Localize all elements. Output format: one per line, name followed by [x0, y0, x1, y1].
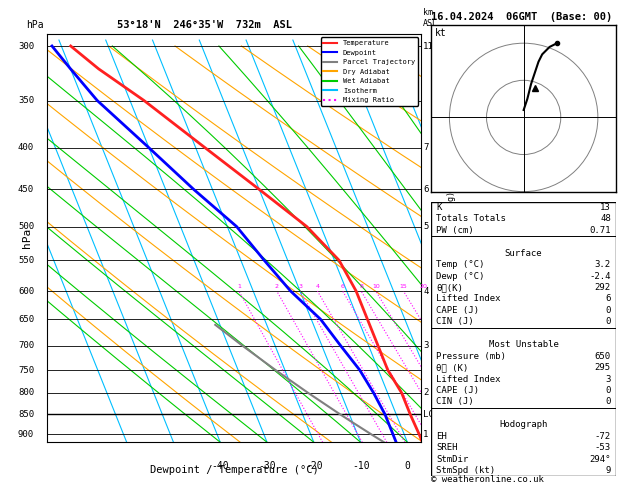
Text: 600: 600 [18, 287, 34, 295]
Text: 700: 700 [18, 341, 34, 350]
Text: hPa: hPa [26, 20, 44, 30]
Text: CIN (J): CIN (J) [437, 317, 474, 326]
Text: 0.71: 0.71 [589, 226, 611, 235]
Text: -30: -30 [259, 461, 276, 470]
Text: 15: 15 [399, 284, 408, 289]
Text: Lifted Index: Lifted Index [437, 375, 501, 383]
Text: Totals Totals: Totals Totals [437, 214, 506, 224]
Text: PW (cm): PW (cm) [437, 226, 474, 235]
Text: 30: 30 [542, 461, 554, 470]
Text: 10: 10 [372, 284, 380, 289]
Text: 10: 10 [448, 461, 460, 470]
Text: 1: 1 [237, 284, 241, 289]
Text: 400: 400 [18, 143, 34, 152]
Text: 650: 650 [595, 352, 611, 361]
Text: 6: 6 [423, 185, 429, 194]
Text: 0: 0 [606, 398, 611, 406]
Text: -2.4: -2.4 [589, 272, 611, 280]
Text: 3: 3 [423, 341, 429, 350]
Text: 750: 750 [18, 365, 34, 375]
Text: Pressure (mb): Pressure (mb) [437, 352, 506, 361]
Text: SREH: SREH [437, 443, 458, 452]
Text: 0: 0 [606, 386, 611, 395]
Text: K: K [437, 203, 442, 212]
Text: Temp (°C): Temp (°C) [437, 260, 485, 269]
Text: Mixing Ratio (g/kg): Mixing Ratio (g/kg) [447, 191, 456, 286]
Text: 850: 850 [18, 410, 34, 419]
Text: 48: 48 [600, 214, 611, 224]
Text: 450: 450 [18, 185, 34, 194]
Text: -72: -72 [595, 432, 611, 441]
Text: 3.2: 3.2 [595, 260, 611, 269]
Text: StmDir: StmDir [437, 454, 469, 464]
Text: 500: 500 [18, 222, 34, 231]
Text: 294°: 294° [589, 454, 611, 464]
Text: 53°18'N  246°35'W  732m  ASL: 53°18'N 246°35'W 732m ASL [117, 20, 292, 30]
Text: 900: 900 [18, 430, 34, 439]
Text: 550: 550 [18, 256, 34, 265]
Text: 3: 3 [606, 375, 611, 383]
Text: km
ASL: km ASL [423, 8, 438, 28]
Text: 4: 4 [316, 284, 320, 289]
Text: CAPE (J): CAPE (J) [437, 306, 479, 315]
Text: 13: 13 [600, 203, 611, 212]
Text: 3: 3 [298, 284, 303, 289]
Text: 800: 800 [18, 388, 34, 398]
Text: -20: -20 [305, 461, 323, 470]
Text: θᴄ (K): θᴄ (K) [437, 363, 469, 372]
Text: 0: 0 [606, 317, 611, 326]
Text: 4: 4 [423, 287, 429, 295]
Text: Surface: Surface [505, 249, 542, 258]
Text: 25: 25 [436, 284, 443, 289]
Text: 292: 292 [595, 283, 611, 292]
Text: 5: 5 [423, 222, 429, 231]
Text: 1: 1 [423, 430, 429, 439]
Text: -40: -40 [211, 461, 229, 470]
Text: Hodograph: Hodograph [499, 420, 548, 429]
Text: 20: 20 [495, 461, 507, 470]
Text: EH: EH [437, 432, 447, 441]
Text: © weatheronline.co.uk: © weatheronline.co.uk [431, 474, 543, 484]
Text: LCL: LCL [423, 410, 440, 419]
Text: 350: 350 [18, 96, 34, 105]
Text: 11: 11 [423, 41, 434, 51]
Text: 2: 2 [423, 388, 429, 398]
Text: hPa: hPa [21, 228, 31, 248]
Text: -53: -53 [595, 443, 611, 452]
Text: -10: -10 [352, 461, 369, 470]
Text: 2: 2 [275, 284, 279, 289]
Text: 650: 650 [18, 315, 34, 324]
Text: 6: 6 [341, 284, 345, 289]
Text: 300: 300 [18, 41, 34, 51]
Text: CIN (J): CIN (J) [437, 398, 474, 406]
Legend: Temperature, Dewpoint, Parcel Trajectory, Dry Adiabat, Wet Adiabat, Isotherm, Mi: Temperature, Dewpoint, Parcel Trajectory… [321, 37, 418, 106]
Text: 6: 6 [606, 295, 611, 303]
Text: 8: 8 [359, 284, 363, 289]
Text: θᴄ(K): θᴄ(K) [437, 283, 464, 292]
Text: 0: 0 [404, 461, 410, 470]
Text: Dewpoint / Temperature (°C): Dewpoint / Temperature (°C) [150, 465, 319, 475]
Text: 295: 295 [595, 363, 611, 372]
Text: 0: 0 [606, 306, 611, 315]
Text: 20: 20 [420, 284, 428, 289]
Text: 7: 7 [423, 143, 429, 152]
Text: CAPE (J): CAPE (J) [437, 386, 479, 395]
Text: 9: 9 [606, 466, 611, 475]
Text: 16.04.2024  06GMT  (Base: 00): 16.04.2024 06GMT (Base: 00) [431, 12, 612, 22]
Text: Lifted Index: Lifted Index [437, 295, 501, 303]
Text: Dewp (°C): Dewp (°C) [437, 272, 485, 280]
Text: Most Unstable: Most Unstable [489, 340, 559, 349]
Text: kt: kt [435, 28, 447, 38]
Text: StmSpd (kt): StmSpd (kt) [437, 466, 496, 475]
